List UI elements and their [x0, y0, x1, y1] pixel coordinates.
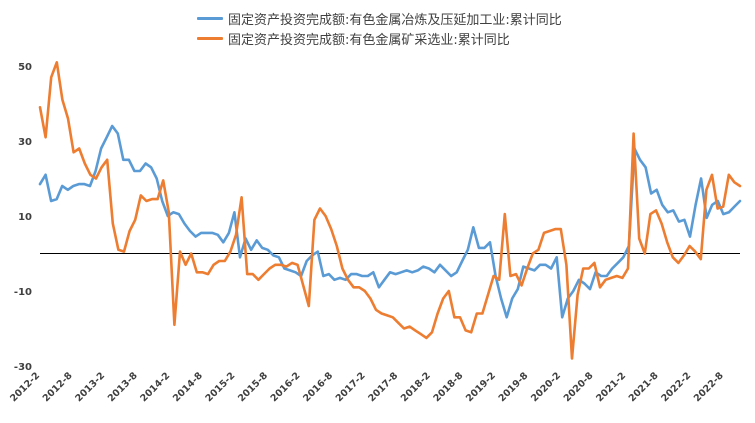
legend: 固定资产投资完成额:有色金属冶炼及压延加工业:累计同比 固定资产投资完成额:有色… — [197, 8, 562, 48]
y-tick-label: 30 — [18, 137, 32, 148]
x-tick-label: 2016-8 — [301, 370, 335, 404]
x-tick-label: 2015-8 — [236, 370, 270, 404]
x-tick-label: 2017-8 — [366, 370, 400, 404]
y-axis-ticks: -30 -10 10 30 50 — [14, 62, 32, 373]
x-tick-label: 2022-8 — [692, 370, 726, 404]
x-tick-label: 2019-2 — [464, 370, 498, 404]
x-tick-label: 2013-8 — [106, 370, 140, 404]
x-tick-label: 2016-2 — [269, 370, 303, 404]
series-line-1 — [38, 124, 742, 319]
x-tick-label: 2022-2 — [659, 370, 693, 404]
x-tick-label: 2021-2 — [594, 370, 628, 404]
x-tick-label: 2021-8 — [627, 370, 661, 404]
y-tick-label: -30 — [14, 362, 32, 373]
x-tick-label: 2018-2 — [399, 370, 433, 404]
x-tick-label: 2018-8 — [431, 370, 465, 404]
legend-swatch-series-1 — [197, 16, 223, 20]
y-tick-label: -10 — [14, 287, 32, 298]
y-tick-label: 10 — [18, 212, 32, 223]
legend-label-series-2: 固定资产投资完成额:有色金属矿采选业:累计同比 — [228, 32, 510, 48]
y-tick-label: 50 — [18, 62, 32, 73]
x-tick-label: 2020-2 — [529, 370, 563, 404]
legend-item-series-1: 固定资产投资完成额:有色金属冶炼及压延加工业:累计同比 — [197, 8, 562, 28]
x-tick-label: 2012-2 — [8, 370, 42, 404]
series-line-2 — [38, 60, 742, 360]
series-group — [38, 60, 742, 360]
x-tick-label: 2020-8 — [562, 370, 596, 404]
x-tick-label: 2019-8 — [497, 370, 531, 404]
x-tick-label: 2012-8 — [41, 370, 75, 404]
x-tick-label: 2013-2 — [73, 370, 107, 404]
x-axis-ticks: 2012-22012-82013-22013-82014-22014-82015… — [8, 370, 726, 404]
legend-swatch-series-2 — [197, 36, 223, 40]
x-tick-label: 2017-2 — [334, 370, 368, 404]
legend-label-series-1: 固定资产投资完成额:有色金属冶炼及压延加工业:累计同比 — [228, 12, 562, 28]
x-tick-label: 2014-2 — [138, 370, 172, 404]
x-tick-label: 2015-2 — [204, 370, 238, 404]
legend-item-series-2: 固定资产投资完成额:有色金属矿采选业:累计同比 — [197, 28, 562, 48]
x-tick-label: 2014-8 — [171, 370, 205, 404]
